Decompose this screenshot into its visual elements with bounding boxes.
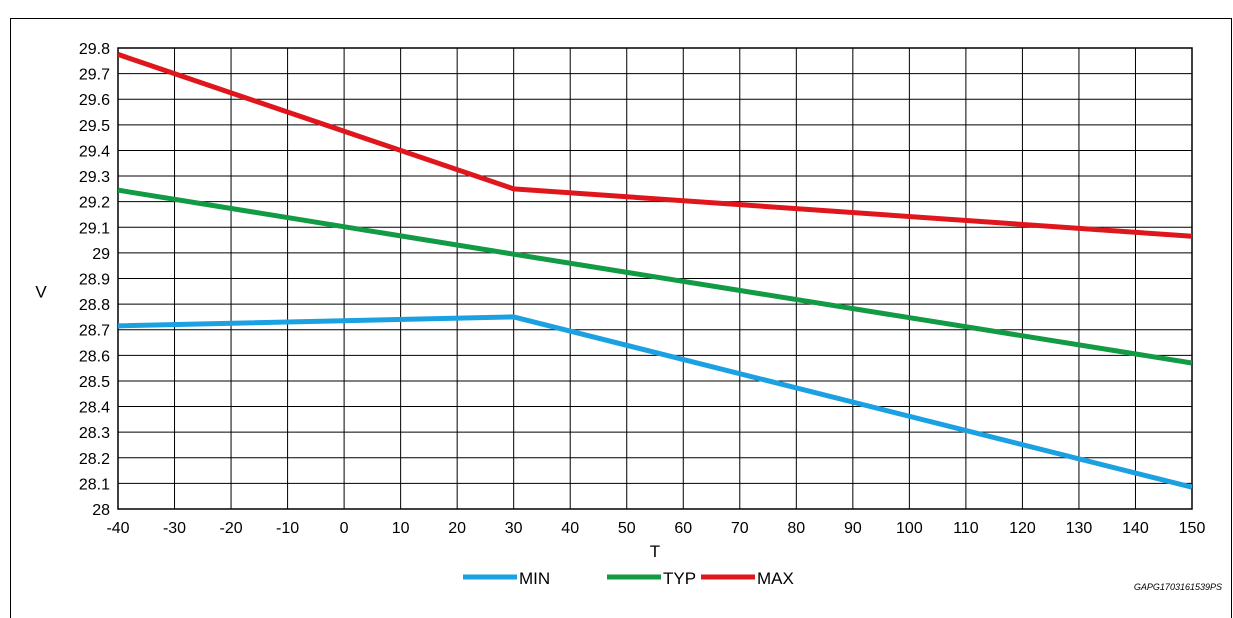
- y-tick-label: 29.2: [79, 195, 110, 212]
- x-tick-label: 90: [844, 520, 862, 537]
- legend-label-typ: TYP: [663, 569, 696, 588]
- y-tick-label: 29.5: [79, 118, 110, 135]
- legend-label-max: MAX: [757, 569, 794, 588]
- x-tick-label: 130: [1066, 520, 1093, 537]
- y-tick-label: 29: [92, 246, 110, 263]
- x-tick-label: 20: [448, 520, 466, 537]
- legend: MIN TYP MAX: [463, 569, 794, 588]
- y-tick-label: 28.9: [79, 272, 110, 289]
- y-tick-label: 29.8: [79, 41, 110, 58]
- x-tick-label: 50: [618, 520, 636, 537]
- y-tick-label: 28.7: [79, 323, 110, 340]
- x-tick-label: 10: [392, 520, 410, 537]
- y-axis-label: V: [35, 282, 47, 301]
- y-tick-label: 28.2: [79, 451, 110, 468]
- legend-label-min: MIN: [519, 569, 550, 588]
- grid: [117, 47, 1193, 510]
- x-tick-labels: -40 -30 -20 -10 0 10 20 30 40 50 60 70 80 90 100 110 120…: [106, 520, 1205, 537]
- y-tick-label: 29.6: [79, 92, 110, 109]
- series-line-max: [118, 52, 1192, 239]
- x-tick-label: 70: [731, 520, 749, 537]
- x-tick-label: 40: [561, 520, 579, 537]
- x-tick-label: 100: [896, 520, 923, 537]
- y-tick-label: 29.1: [79, 220, 110, 237]
- y-tick-label: 28.3: [79, 425, 110, 442]
- x-tick-label: 120: [1009, 520, 1036, 537]
- y-tick-label: 29.7: [79, 67, 110, 84]
- x-tick-label: -40: [106, 520, 129, 537]
- x-tick-label: 140: [1122, 520, 1149, 537]
- x-tick-label: 30: [505, 520, 523, 537]
- x-axis-label: T: [650, 542, 660, 561]
- figure-frame: [10, 18, 1232, 618]
- y-tick-labels: 28 28.1 28.2 28.3 28.4 28.5 28.6 28.7 28.8 28.9 29…: [79, 41, 110, 519]
- x-tick-label: 0: [340, 520, 349, 537]
- line-chart: -40 -30 -20 -10 0 10 20 30 40 50 60 70 80 90 100 110 120…: [35, 41, 1222, 592]
- y-tick-label: 28.1: [79, 476, 110, 493]
- series-lines: [118, 52, 1192, 490]
- x-tick-label: 110: [953, 520, 979, 537]
- y-tick-label: 28.6: [79, 348, 110, 365]
- series-line-typ: [118, 187, 1192, 366]
- y-tick-label: 28.8: [79, 297, 110, 314]
- x-tick-label: 80: [787, 520, 805, 537]
- y-tick-label: 29.4: [79, 143, 110, 160]
- x-tick-label: -10: [276, 520, 299, 537]
- x-tick-label: -20: [219, 520, 242, 537]
- x-tick-label: -30: [163, 520, 186, 537]
- figure-code: GAPG1703161539PS: [1134, 582, 1222, 592]
- y-tick-label: 28.5: [79, 374, 110, 391]
- y-tick-label: 28: [92, 502, 110, 519]
- series-line-min: [118, 314, 1192, 490]
- x-tick-label: 60: [674, 520, 692, 537]
- x-tick-label: 150: [1179, 520, 1206, 537]
- y-tick-label: 29.3: [79, 169, 110, 186]
- plot-border: [117, 47, 1193, 510]
- y-tick-label: 28.4: [79, 400, 110, 417]
